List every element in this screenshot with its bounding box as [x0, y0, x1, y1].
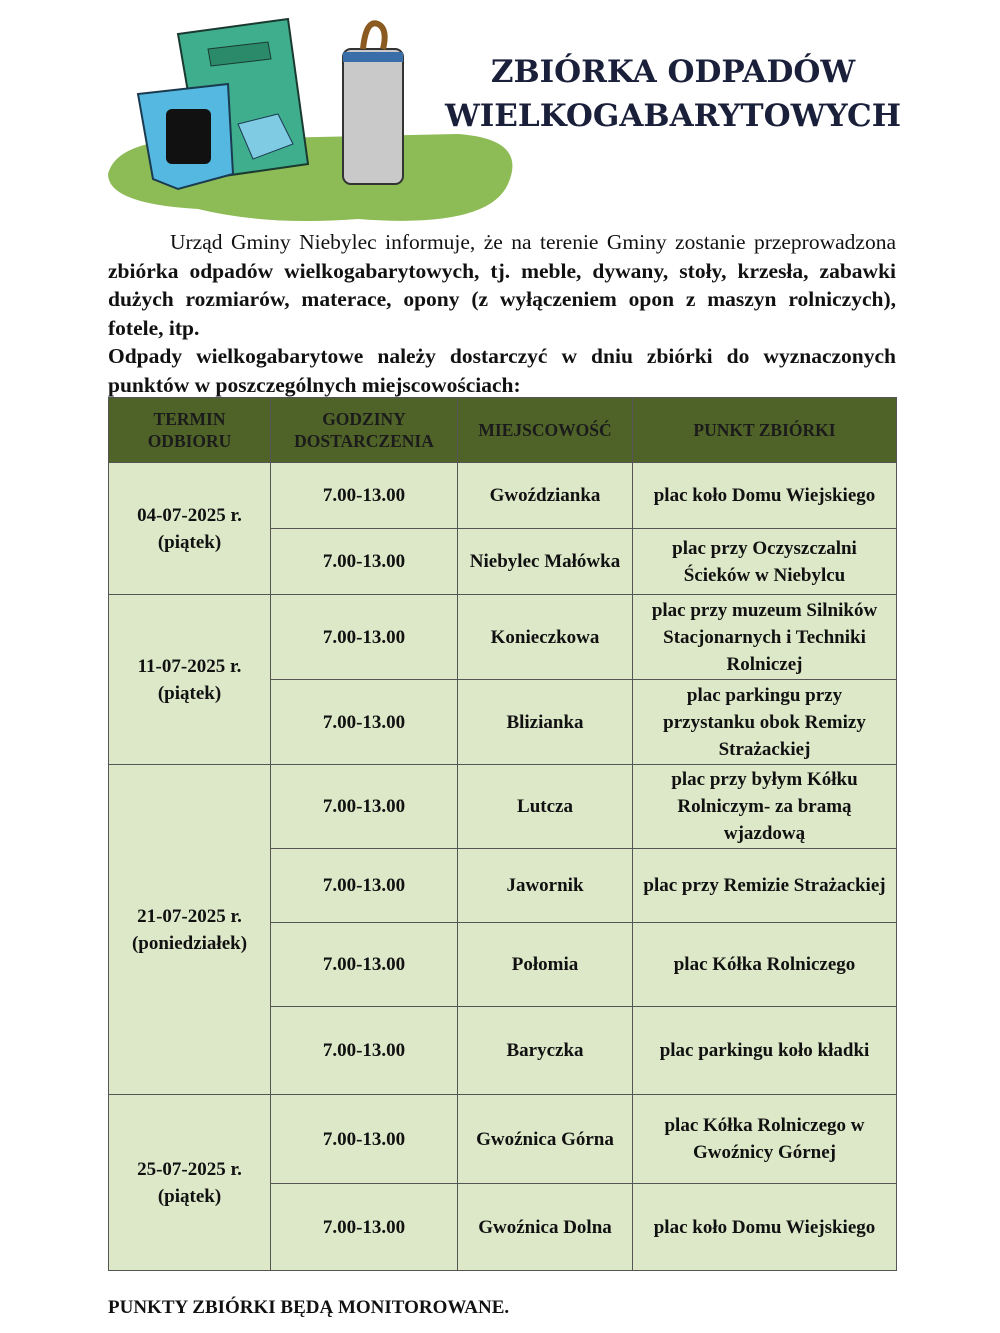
- header-termin: TERMIN ODBIORU: [108, 397, 271, 463]
- hours-cell: 7.00-13.00: [270, 528, 458, 595]
- date: 25-07-2025 r.: [137, 1158, 242, 1180]
- hours-cell: 7.00-13.00: [270, 848, 458, 923]
- locality-cell: Gwoźnica Dolna: [457, 1183, 633, 1271]
- header-godziny: GODZINY DOSTARCZENIA: [270, 397, 458, 463]
- table-row: 7.00-13.00 Połomia plac Kółka Rolniczego: [109, 922, 897, 1007]
- banner-title-line1: ZBIÓRKA ODPADÓW: [491, 52, 857, 90]
- hours-cell: 7.00-13.00: [270, 1094, 458, 1184]
- table-header-row: TERMIN ODBIORU GODZINY DOSTARCZENIA MIEJ…: [108, 397, 897, 463]
- collection-point-cell: plac przy Oczyszczalni Ścieków w Niebylc…: [632, 528, 897, 595]
- weekday: (poniedziałek): [131, 932, 248, 954]
- table-row: 25-07-2025 r. (piątek) 7.00-13.00 Gwoźnica …: [108, 1094, 897, 1271]
- weekday: (piątek): [157, 1185, 222, 1207]
- collection-point-cell: plac parkingu przy przystanku obok Remiz…: [632, 679, 897, 765]
- intro-text: Urząd Gminy Niebylec informuje, że na te…: [108, 228, 896, 399]
- weekday: (piątek): [157, 531, 222, 553]
- hours-cell: 7.00-13.00: [270, 462, 458, 529]
- date-cell: 11-07-2025 r. (piątek): [108, 594, 271, 765]
- bulky-waste-illustration: ZBIÓRKA ODPADÓW WIELKOGABARYTOWYCH: [108, 17, 901, 222]
- locality-cell: Jawornik: [457, 848, 633, 923]
- collection-point-cell: plac Kółka Rolniczego: [632, 922, 897, 1007]
- collection-point-cell: plac koło Domu Wiejskiego: [632, 462, 897, 529]
- hours-cell: 7.00-13.00: [270, 1006, 458, 1095]
- hours-cell: 7.00-13.00: [270, 764, 458, 849]
- locality-cell: Gwoźnica Górna: [457, 1094, 633, 1184]
- header-punkt: PUNKT ZBIÓRKI: [632, 397, 897, 463]
- table-row: 7.00-13.00 Blizianka plac parkingu przy pr…: [109, 679, 897, 765]
- date-cell: 25-07-2025 r. (piątek): [108, 1094, 271, 1271]
- locality-cell: Lutcza: [457, 764, 633, 849]
- table-row: 7.00-13.00 Niebylec Małówka plac przy Oczy…: [109, 528, 897, 595]
- collection-point-cell: plac przy Remizie Strażackiej: [632, 848, 897, 923]
- table-row: 7.00-13.00 Baryczka plac parkingu koło kła…: [109, 1006, 897, 1095]
- hours-cell: 7.00-13.00: [270, 594, 458, 680]
- collection-point-cell: plac koło Domu Wiejskiego: [632, 1183, 897, 1271]
- date: 21-07-2025 r.: [137, 905, 242, 927]
- locality-cell: Połomia: [457, 922, 633, 1007]
- table-row: 21-07-2025 r. (poniedziałek) 7.00-13.00 Lut…: [108, 764, 897, 1095]
- date: 11-07-2025 r.: [137, 655, 242, 677]
- date-cell: 21-07-2025 r. (poniedziałek): [108, 764, 271, 1095]
- locality-cell: Niebylec Małówka: [457, 528, 633, 595]
- collection-point-cell: plac Kółka Rolniczego w Gwoźnicy Górnej: [632, 1094, 897, 1184]
- locality-cell: Blizianka: [457, 679, 633, 765]
- intro-normal: Urząd Gminy Niebylec informuje, że na te…: [170, 230, 896, 254]
- table-row: 7.00-13.00 Jawornik plac przy Remizie Stra…: [109, 848, 897, 923]
- locality-cell: Gwoździanka: [457, 462, 633, 529]
- table-row: 11-07-2025 r. (piątek) 7.00-13.00 Konieczko…: [108, 594, 897, 765]
- collection-point-cell: plac przy byłym Kółku Rolniczym- za bram…: [632, 764, 897, 849]
- intro-instruction: Odpady wielkogabarytowe należy dostarczy…: [108, 344, 896, 397]
- locality-cell: Konieczkowa: [457, 594, 633, 680]
- table-row: 04-07-2025 r. (piątek) 7.00-13.00 Gwoździan…: [108, 462, 897, 595]
- schedule-table: TERMIN ODBIORU GODZINY DOSTARCZENIA MIEJ…: [108, 397, 897, 1271]
- hours-cell: 7.00-13.00: [270, 679, 458, 765]
- hours-cell: 7.00-13.00: [270, 922, 458, 1007]
- locality-cell: Baryczka: [457, 1006, 633, 1095]
- header-miejscowosc: MIEJSCOWOŚĆ: [457, 397, 633, 463]
- monitoring-note: PUNKTY ZBIÓRKI BĘDĄ MONITOROWANE.: [108, 1297, 510, 1318]
- intro-bold: zbiórka odpadów wielkogabarytowych, tj. …: [108, 258, 896, 340]
- collection-point-cell: plac parkingu koło kładki: [632, 1006, 897, 1095]
- table-row: 7.00-13.00 Gwoźnica Dolna plac koło Domu W…: [109, 1183, 897, 1271]
- date: 04-07-2025 r.: [137, 504, 242, 526]
- date-cell: 04-07-2025 r. (piątek): [108, 462, 271, 595]
- weekday: (piątek): [157, 682, 222, 704]
- hours-cell: 7.00-13.00: [270, 1183, 458, 1271]
- banner-title-line2: WIELKOGABARYTOWYCH: [444, 98, 901, 134]
- collection-point-cell: plac przy muzeum Silników Stacjonarnych …: [632, 594, 897, 680]
